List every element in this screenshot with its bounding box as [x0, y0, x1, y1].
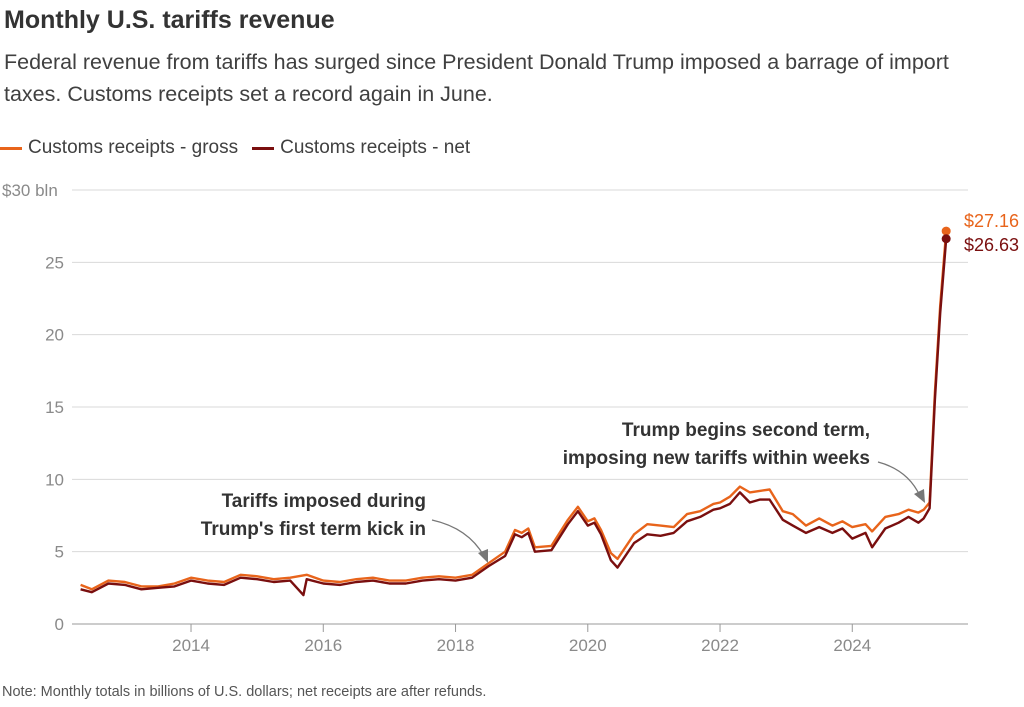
annotation-arrow-first-term [431, 519, 485, 557]
x-tick-label: 2014 [172, 636, 210, 655]
x-axis-ticks: 2014 2016 2018 2020 2022 2024 [172, 624, 871, 655]
y-tick-label: 15 [45, 398, 64, 417]
x-tick-label: 2022 [701, 636, 739, 655]
y-axis-ticks: 0 5 10 15 20 25 $30 bln [2, 181, 64, 634]
legend-item-net: Customs receipts - net [252, 137, 470, 159]
annotation-second-term-line-2: imposing new tariffs within weeks [563, 448, 870, 469]
annotations: Tariffs imposed during Trump's first ter… [201, 420, 925, 563]
legend-swatch-net [252, 146, 275, 150]
annotation-arrowhead-first-term [478, 549, 488, 563]
legend-label-net: Customs receipts - net [280, 137, 471, 158]
end-labels: $27.16 $26.63 [964, 211, 1019, 255]
chart-title: Monthly U.S. tariffs revenue [4, 6, 335, 34]
end-label-gross: $27.16 [964, 211, 1019, 231]
x-tick-label: 2016 [304, 636, 342, 655]
end-point-gross [941, 226, 951, 236]
footnote: Note: Monthly totals in billions of U.S.… [2, 684, 487, 700]
legend-label-gross: Customs receipts - gross [28, 137, 239, 158]
end-label-net: $26.63 [964, 235, 1019, 255]
y-tick-label: 25 [45, 253, 64, 272]
y-tick-label: 0 [55, 615, 64, 634]
annotation-second-term-line-1: Trump begins second term, [622, 420, 870, 441]
annotation-first-term-line-2: Trump's first term kick in [201, 519, 426, 540]
legend-item-gross: Customs receipts - gross [0, 137, 238, 159]
gridlines [72, 189, 968, 625]
legend: Customs receipts - gross Customs receipt… [0, 136, 484, 160]
y-tick-label: 10 [45, 470, 64, 489]
y-tick-label: 5 [55, 543, 64, 562]
x-tick-label: 2024 [833, 636, 871, 655]
annotation-arrowhead-second-term [914, 489, 925, 503]
y-tick-label: $30 bln [2, 181, 58, 200]
annotation-arrow-second-term [877, 461, 921, 497]
annotation-first-term-line-1: Tariffs imposed during [222, 491, 426, 512]
legend-swatch-gross [0, 146, 22, 150]
chart-subtitle: Federal revenue from tariffs has surged … [4, 50, 949, 106]
y-tick-label: 20 [45, 326, 64, 345]
series-line-gross [80, 231, 948, 591]
series-lines [80, 226, 951, 597]
end-point-net [941, 234, 951, 244]
series-line-net [80, 238, 948, 597]
x-tick-label: 2018 [437, 636, 475, 655]
x-tick-label: 2020 [569, 636, 607, 655]
